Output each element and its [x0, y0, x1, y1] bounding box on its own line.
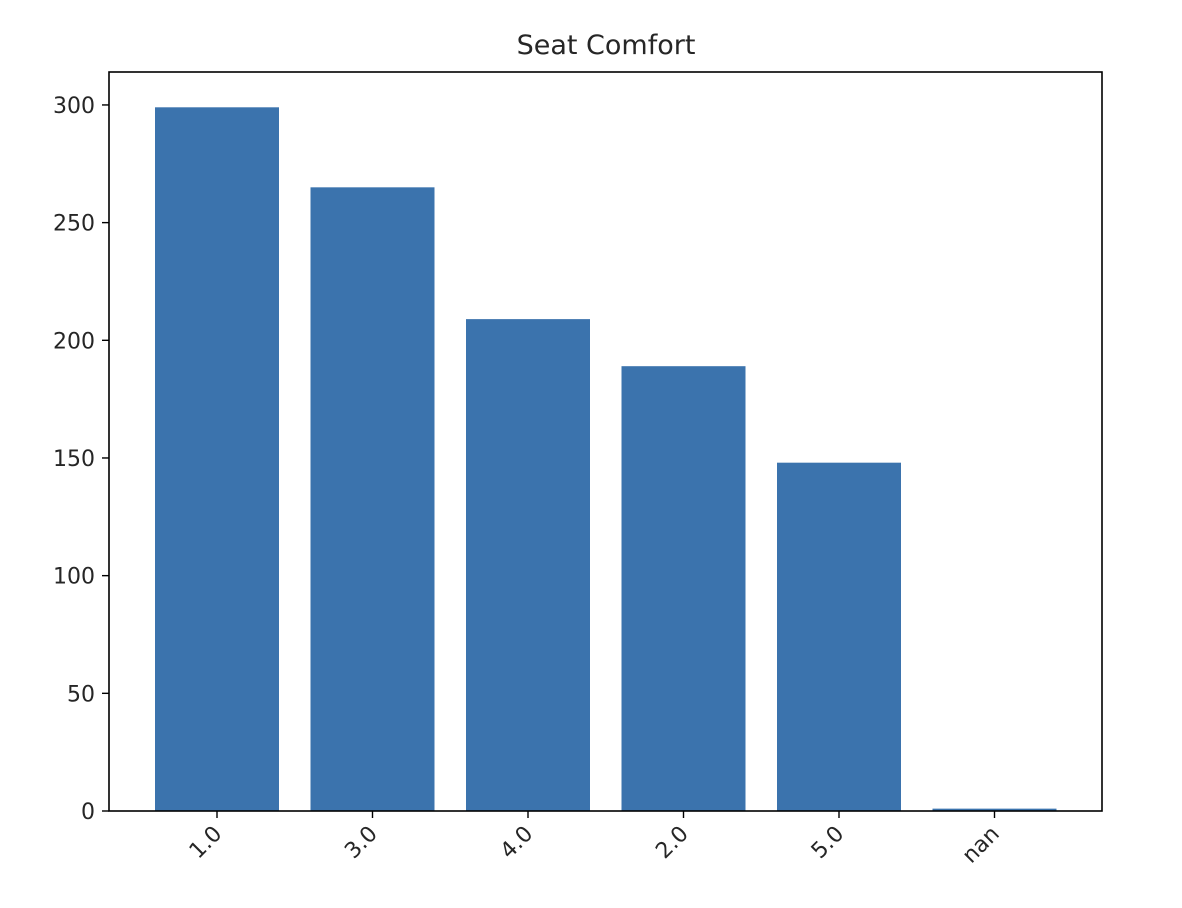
x-tick-label: nan: [958, 822, 1005, 869]
plot-frame: [108, 71, 1103, 812]
bar-2.0: [621, 366, 746, 811]
bars-group: [155, 107, 1057, 811]
bar-3.0: [310, 187, 435, 811]
x-tick-label: 1.0: [185, 822, 227, 864]
x-tick-label: 4.0: [496, 822, 538, 864]
x-tick-label: 2.0: [651, 822, 693, 864]
chart-title: Seat Comfort: [517, 30, 696, 61]
y-tick-label: 250: [53, 212, 95, 237]
y-tick-label: 300: [53, 94, 95, 119]
bar-1.0: [155, 107, 279, 811]
y-tick-label: 200: [53, 329, 95, 354]
y-tick-label: 0: [81, 800, 95, 825]
bar-5.0: [777, 462, 901, 811]
y-tick-label: 150: [53, 447, 95, 472]
bar-4.0: [466, 319, 590, 811]
x-axis: 1.0 3.0 4.0 2.0 5.0 nan: [185, 811, 1005, 868]
y-axis: 0 50 100 150 200 250 300: [53, 94, 109, 825]
x-tick-label: 5.0: [807, 822, 849, 864]
bar-nan: [932, 808, 1057, 811]
x-tick-label: 3.0: [340, 822, 382, 864]
y-tick-label: 100: [53, 565, 95, 590]
y-tick-label: 50: [67, 682, 95, 707]
